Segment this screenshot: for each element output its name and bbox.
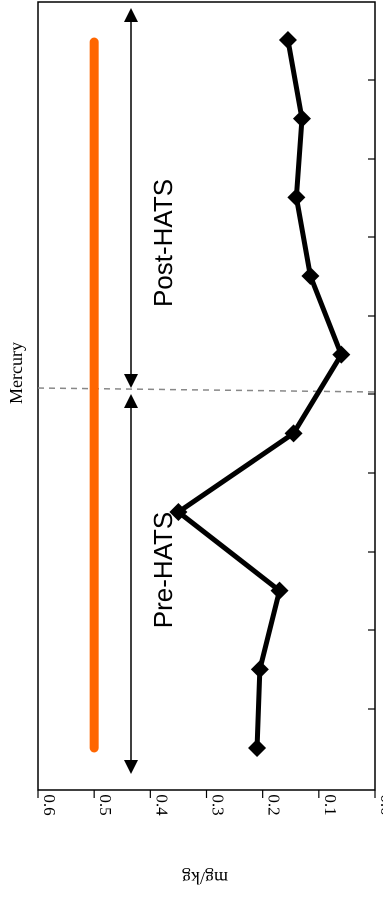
value-tick-label: 0.2 <box>265 794 284 815</box>
value-tick-label: 0.3 <box>209 794 228 815</box>
data-point <box>250 660 269 679</box>
data-point <box>169 503 188 521</box>
annotation-pre-hats: Pre-HATS <box>148 512 178 629</box>
data-point <box>248 739 267 757</box>
series-line <box>175 39 344 749</box>
value-tick-label: 0.1 <box>321 794 340 815</box>
data-point <box>292 109 311 128</box>
post-hats-arrow-head-bottom <box>124 374 138 388</box>
hats-divider-line <box>37 387 376 393</box>
data-point <box>278 31 297 49</box>
value-tick-label: 0.5 <box>96 794 115 815</box>
value-tick-label: 0.4 <box>152 794 171 816</box>
y-axis-label: mg/kg <box>182 868 228 888</box>
data-point <box>301 267 320 285</box>
data-point <box>270 581 289 600</box>
post-hats-arrow-head-top <box>124 8 138 22</box>
data-point <box>332 345 351 364</box>
value-tick-label: 0.0 <box>377 794 383 815</box>
annotation-post-hats: Post-HATS <box>148 179 178 307</box>
plot-frame <box>37 1 376 791</box>
pre-hats-arrow-head-bottom <box>124 760 138 774</box>
value-tick-label: 0.6 <box>40 794 59 815</box>
data-point <box>287 188 306 207</box>
data-point <box>284 424 303 443</box>
pre-hats-arrow-head-top <box>124 394 138 408</box>
chart-title: Mercury <box>6 342 26 404</box>
